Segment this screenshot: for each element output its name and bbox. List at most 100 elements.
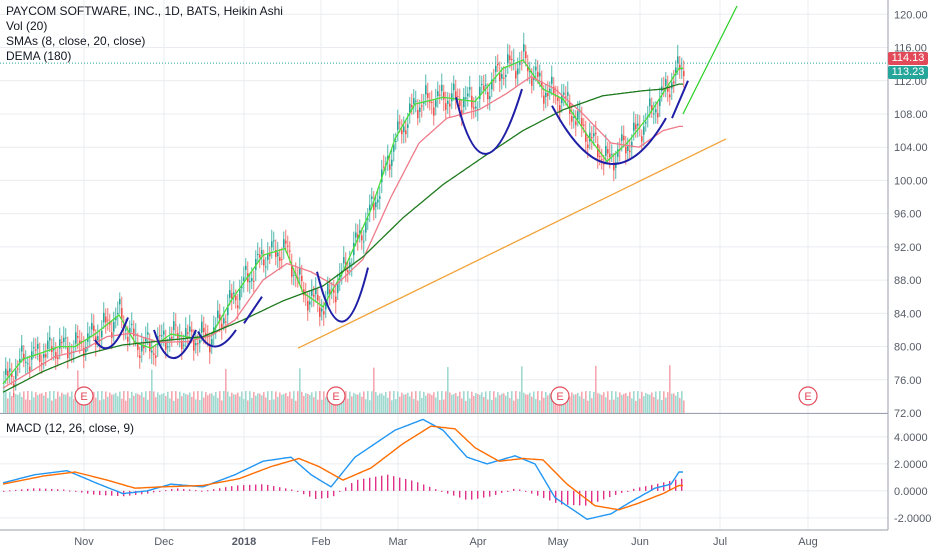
volume-bar bbox=[11, 396, 13, 413]
macd-legend[interactable]: MACD (12, 26, close, 9) bbox=[6, 421, 135, 435]
volume-bar bbox=[159, 394, 161, 413]
volume-bar bbox=[423, 391, 425, 413]
candle-body bbox=[91, 323, 93, 330]
candle-body bbox=[39, 354, 41, 362]
volume-bar bbox=[175, 391, 177, 413]
vol-legend[interactable]: Vol (20) bbox=[6, 19, 48, 33]
volume-bar bbox=[627, 395, 629, 413]
candle-body bbox=[635, 124, 637, 130]
volume-bar bbox=[359, 392, 361, 413]
candle-body bbox=[453, 83, 455, 91]
macd-histogram-bar bbox=[3, 490, 5, 492]
volume-bar bbox=[71, 391, 73, 413]
volume-bar bbox=[41, 393, 43, 413]
candle-body bbox=[571, 116, 573, 122]
volume-bar bbox=[205, 392, 207, 413]
volume-bar bbox=[675, 395, 677, 413]
volume-bar bbox=[577, 392, 579, 413]
volume-bar bbox=[581, 391, 583, 413]
candle-body bbox=[641, 136, 643, 142]
volume-bar bbox=[173, 400, 175, 413]
candle-body bbox=[377, 199, 379, 203]
candle-body bbox=[251, 278, 253, 282]
volume-bar bbox=[55, 398, 57, 413]
candle-body bbox=[549, 88, 551, 92]
volume-bar bbox=[373, 367, 375, 413]
candle-body bbox=[181, 340, 183, 349]
candle-body bbox=[515, 71, 517, 79]
price-tick-label: 96.00 bbox=[894, 209, 922, 221]
candle-body bbox=[643, 126, 645, 135]
volume-bar bbox=[161, 393, 163, 413]
volume-bar bbox=[645, 392, 647, 413]
candle-body bbox=[637, 123, 639, 126]
candle-body bbox=[537, 71, 539, 78]
candle-body bbox=[33, 347, 35, 349]
candle-body bbox=[547, 92, 549, 97]
volume-bar bbox=[225, 368, 227, 413]
candle-body bbox=[199, 340, 201, 344]
price-tick-label: 104.00 bbox=[894, 142, 928, 154]
candle-body bbox=[601, 159, 603, 161]
candle-body bbox=[23, 353, 25, 361]
candle-body bbox=[171, 336, 173, 339]
volume-bar bbox=[367, 391, 369, 413]
candle-body bbox=[415, 100, 417, 102]
candle-body bbox=[513, 60, 515, 62]
volume-bar bbox=[601, 395, 603, 413]
volume-bar bbox=[223, 391, 225, 413]
candle-body bbox=[557, 97, 559, 101]
volume-bar bbox=[13, 393, 15, 413]
candle-body bbox=[373, 202, 375, 211]
volume-bar bbox=[459, 391, 461, 413]
macd-histogram-bar bbox=[495, 490, 497, 495]
candle-body bbox=[543, 95, 545, 104]
volume-bar bbox=[191, 396, 193, 413]
candle-body bbox=[67, 346, 69, 359]
volume-bar bbox=[91, 395, 93, 413]
macd-histogram-bar bbox=[357, 479, 359, 491]
volume-bar bbox=[509, 398, 511, 413]
macd-histogram-bar bbox=[405, 479, 407, 491]
macd-histogram-bar bbox=[297, 490, 299, 492]
macd-histogram-bar bbox=[183, 488, 185, 491]
cup-pattern-line bbox=[94, 317, 129, 350]
macd-histogram-bar bbox=[423, 484, 425, 491]
volume-bar bbox=[311, 392, 313, 413]
volume-bar bbox=[635, 400, 637, 413]
macd-histogram-bar bbox=[477, 490, 479, 499]
candle-body bbox=[103, 312, 105, 323]
macd-histogram-bar bbox=[351, 483, 353, 491]
volume-bar bbox=[143, 397, 145, 413]
volume-bar bbox=[507, 391, 509, 413]
symbol-title[interactable]: PAYCOM SOFTWARE, INC., 1D, BATS, Heikin … bbox=[6, 4, 283, 18]
candle-body bbox=[111, 332, 113, 338]
volume-bar bbox=[679, 397, 681, 413]
macd-tick-label: 0.0000 bbox=[894, 486, 928, 498]
candle-body bbox=[221, 323, 223, 329]
candle-body bbox=[563, 92, 565, 95]
candle-body bbox=[25, 361, 27, 363]
candle-body bbox=[535, 66, 537, 71]
candle-body bbox=[253, 280, 255, 282]
macd-histogram-bar bbox=[591, 490, 593, 505]
candle-body bbox=[367, 218, 369, 221]
volume-bar bbox=[637, 391, 639, 413]
candle-body bbox=[539, 72, 541, 77]
volume-bar bbox=[389, 391, 391, 413]
candle-body bbox=[161, 335, 163, 337]
macd-histogram-bar bbox=[411, 480, 413, 491]
candle-body bbox=[365, 220, 367, 233]
volume-bar bbox=[271, 391, 273, 413]
volume-bar bbox=[443, 399, 445, 413]
volume-bar bbox=[427, 393, 429, 413]
volume-bar bbox=[503, 393, 505, 413]
dema-legend[interactable]: DEMA (180) bbox=[6, 49, 72, 63]
macd-histogram-bar bbox=[369, 477, 371, 491]
candle-body bbox=[375, 202, 377, 208]
candle-body bbox=[19, 358, 21, 363]
smas-legend[interactable]: SMAs (8, close, 20, close) bbox=[6, 34, 146, 48]
candle-body bbox=[317, 294, 319, 301]
candle-body bbox=[85, 347, 87, 353]
volume-bar bbox=[179, 391, 181, 413]
